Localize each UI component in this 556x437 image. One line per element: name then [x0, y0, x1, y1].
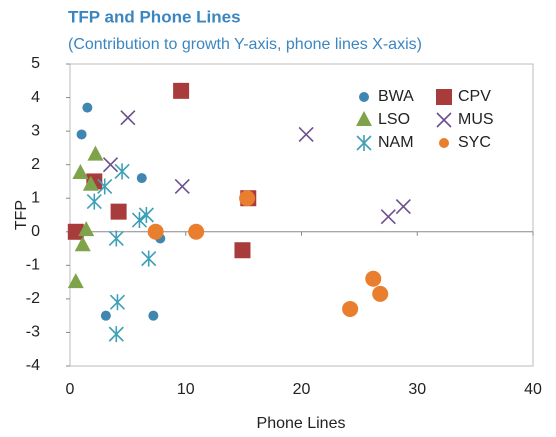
point: [72, 164, 89, 180]
point: [86, 193, 102, 210]
y-tick-label: 1: [31, 189, 40, 206]
point: [395, 199, 411, 215]
point: [82, 102, 93, 113]
y-tick-label: 2: [31, 156, 40, 173]
chart-title: TFP and Phone Lines: [68, 7, 241, 26]
y-tick-label: 3: [31, 122, 40, 139]
y-tick-label: -1: [26, 257, 40, 274]
point: [67, 273, 84, 289]
plot-frame: [69, 63, 534, 367]
point: [173, 82, 190, 99]
point: [342, 300, 359, 317]
x-tick-label: 20: [293, 381, 311, 398]
y-tick-label: 5: [31, 55, 40, 72]
point: [120, 110, 136, 126]
y-tick-label: -3: [26, 324, 40, 341]
point: [148, 310, 159, 321]
legend-label: NAM: [378, 134, 414, 151]
point: [78, 221, 95, 237]
point: [298, 126, 314, 143]
point: [188, 223, 205, 240]
point: [138, 207, 154, 223]
x-tick-label: 10: [177, 381, 195, 398]
x-tick-label: 40: [524, 381, 542, 398]
point: [131, 212, 148, 229]
legend-label: MUS: [458, 111, 494, 128]
point: [234, 242, 251, 259]
chart-subtitle: (Contribution to growth Y-axis, phone li…: [68, 36, 422, 53]
point: [372, 285, 389, 302]
point: [108, 326, 124, 343]
point: [100, 310, 111, 321]
point: [109, 294, 126, 311]
point: [136, 173, 147, 184]
x-tick-label: 0: [66, 381, 75, 398]
y-tick-label: -2: [26, 290, 40, 307]
point: [82, 175, 99, 191]
y-axis-label: TFP: [13, 200, 30, 230]
point: [365, 270, 382, 287]
legend-swatch: [436, 89, 452, 105]
legend-label: SYC: [458, 134, 491, 151]
x-axis-label: Phone Lines: [257, 415, 346, 432]
legend-swatch: [439, 138, 449, 148]
point: [141, 250, 157, 267]
legend-label: CPV: [458, 88, 491, 105]
y-tick-label: 4: [31, 89, 40, 106]
point: [147, 223, 164, 240]
point: [110, 203, 127, 220]
point: [76, 129, 87, 140]
legend-label: BWA: [378, 88, 414, 105]
x-tick-label: 30: [408, 381, 426, 398]
point: [97, 178, 113, 195]
y-tick-label: 0: [31, 223, 40, 240]
legend-label: LSO: [378, 111, 410, 128]
point: [102, 157, 119, 173]
legend-swatch: [359, 92, 369, 102]
legend-swatch: [356, 111, 372, 126]
point: [108, 230, 124, 247]
point: [87, 145, 104, 161]
y-tick-label: -4: [26, 357, 40, 374]
point: [380, 209, 396, 225]
point: [114, 163, 130, 180]
legend-swatch: [356, 135, 372, 151]
point: [239, 190, 256, 207]
legend-swatch: [436, 112, 452, 128]
point: [74, 236, 91, 252]
point: [174, 178, 190, 195]
